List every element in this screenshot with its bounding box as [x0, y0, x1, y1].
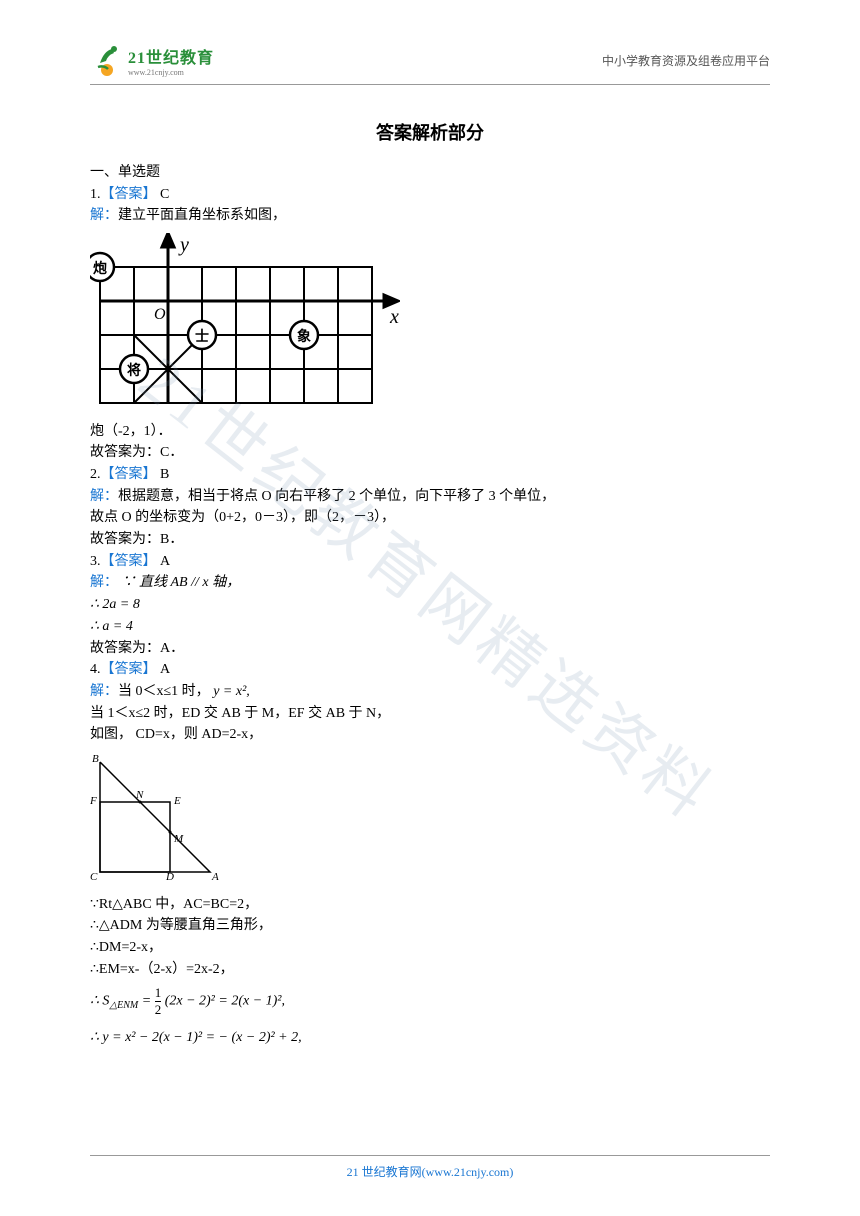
- x-axis-label: x: [389, 306, 399, 328]
- svg-text:E: E: [173, 795, 181, 807]
- q1-solve-line: 解：建立平面直角坐标系如图，: [90, 205, 770, 227]
- q4-answer: A: [157, 662, 171, 677]
- q2-solve-line: 解：根据题意，相当于将点 O 向右平移了 2 个单位，向下平移了 3 个单位，: [90, 486, 770, 508]
- q4-l5: ∴△ADM 为等腰直角三角形，: [90, 915, 770, 937]
- solve-label: 解：: [90, 489, 118, 504]
- q4-l1a: 当 0＜x≤1 时，: [118, 684, 210, 699]
- footer: 21 世纪教育网(www.21cnjy.com): [0, 1163, 860, 1180]
- q3-l3: ∴ a = 4: [90, 616, 770, 638]
- logo-text-en: www.21cnjy.com: [128, 68, 214, 77]
- piece-pao: 炮: [90, 253, 114, 281]
- content: 答案解析部分 一、单选题 1.【答案】 C 解：建立平面直角坐标系如图，: [90, 120, 770, 1048]
- q4-l8-sub: △ENM: [109, 1001, 138, 1012]
- q1-num: 1.: [90, 187, 101, 202]
- header-rule: [90, 84, 770, 85]
- triangle-square-diagram: B C A D E F M N: [90, 752, 220, 882]
- solve-label: 解：: [90, 208, 118, 223]
- chess-coordinate-diagram: y x O 炮 士 象 将: [90, 233, 400, 409]
- answer-label: 【答案】: [101, 662, 157, 677]
- q3-num: 3.: [90, 554, 101, 569]
- q2-answer: B: [157, 467, 170, 482]
- q4-l7: ∴EM=x-（2-x）=2x-2，: [90, 959, 770, 981]
- section-label: 一、单选题: [90, 162, 770, 184]
- q2-num: 2.: [90, 467, 101, 482]
- logo: 21世纪教育 www.21cnjy.com: [90, 43, 214, 77]
- q4-l4: ∵Rt△ABC 中，AC=BC=2，: [90, 894, 770, 916]
- answer-label: 【答案】: [101, 187, 157, 202]
- header-right-text: 中小学教育资源及组卷应用平台: [602, 52, 770, 69]
- q4-l8-rest: (2x − 2)² = 2(x − 1)²,: [165, 994, 285, 1009]
- svg-text:N: N: [135, 789, 144, 801]
- piece-xiang: 象: [290, 321, 318, 349]
- q3-solve-line: 解： ∵ 直线 AB // x 轴，: [90, 572, 770, 594]
- logo-text-block: 21世纪教育 www.21cnjy.com: [128, 44, 214, 77]
- q1-solve-text: 建立平面直角坐标系如图，: [118, 208, 286, 223]
- svg-text:D: D: [165, 871, 174, 882]
- q2-line2: 故点 O 的坐标变为（0+2，0－3），即（2，－3），: [90, 507, 770, 529]
- solve-label: 解：: [90, 684, 118, 699]
- q4-num: 4.: [90, 662, 101, 677]
- q1-answer: C: [157, 187, 170, 202]
- y-axis-label: y: [178, 234, 189, 256]
- fraction-half: 12: [155, 986, 162, 1016]
- svg-text:将: 将: [127, 362, 141, 379]
- origin-label: O: [154, 306, 166, 323]
- q3-answer-line: 3.【答案】 A: [90, 551, 770, 573]
- q3-conclusion: 故答案为：A．: [90, 638, 770, 660]
- page-header: 21世纪教育 www.21cnjy.com 中小学教育资源及组卷应用平台: [90, 36, 770, 84]
- footer-rule: [90, 1155, 770, 1156]
- q3-answer: A: [157, 554, 171, 569]
- svg-text:A: A: [211, 871, 219, 882]
- q1-result: 炮（-2，1）．: [90, 421, 770, 443]
- footer-url: (www.21cnjy.com): [422, 1165, 514, 1179]
- q4-l1b: y = x²,: [213, 684, 250, 699]
- q1-conclusion: 故答案为：C．: [90, 442, 770, 464]
- logo-text-cn: 21世纪教育: [128, 50, 214, 67]
- answer-label: 【答案】: [101, 554, 157, 569]
- answer-label: 【答案】: [101, 467, 157, 482]
- q3-l1: ∵ 直线 AB // x 轴，: [118, 575, 240, 590]
- q4-l8-pre: ∴: [90, 994, 102, 1009]
- q3-l2: ∴ 2a = 8: [90, 594, 770, 616]
- q4-l8: ∴ S△ENM = 12 (2x − 2)² = 2(x − 1)²,: [90, 986, 770, 1016]
- q4-l2: 当 1＜x≤2 时，ED 交 AB 于 M，EF 交 AB 于 N，: [90, 703, 770, 725]
- solve-label: 解：: [90, 575, 118, 590]
- svg-text:C: C: [90, 871, 98, 882]
- runner-icon: [90, 43, 124, 77]
- q2-conclusion: 故答案为：B．: [90, 529, 770, 551]
- svg-text:炮: 炮: [93, 260, 107, 277]
- svg-text:B: B: [92, 753, 99, 765]
- q4-l8-eq: =: [138, 994, 154, 1009]
- q4-solve-line: 解：当 0＜x≤1 时， y = x²,: [90, 681, 770, 703]
- piece-shi: 士: [188, 321, 216, 349]
- q2-answer-line: 2.【答案】 B: [90, 464, 770, 486]
- q2-solve-text: 根据题意，相当于将点 O 向右平移了 2 个单位，向下平移了 3 个单位，: [118, 489, 555, 504]
- q4-l9: ∴ y = x² − 2(x − 1)² = − (x − 2)² + 2,: [90, 1027, 770, 1049]
- piece-jiang: 将: [120, 355, 148, 383]
- q4-l3: 如图， CD=x，则 AD=2-x，: [90, 724, 770, 746]
- q4-l6: ∴DM=2-x，: [90, 937, 770, 959]
- svg-text:士: 士: [195, 328, 209, 345]
- svg-text:F: F: [90, 795, 97, 807]
- svg-text:象: 象: [297, 328, 311, 345]
- page-title: 答案解析部分: [90, 120, 770, 148]
- footer-text-prefix: 21 世纪教育网: [347, 1165, 422, 1179]
- q4-answer-line: 4.【答案】 A: [90, 659, 770, 681]
- q1-answer-line: 1.【答案】 C: [90, 184, 770, 206]
- svg-text:M: M: [173, 833, 184, 845]
